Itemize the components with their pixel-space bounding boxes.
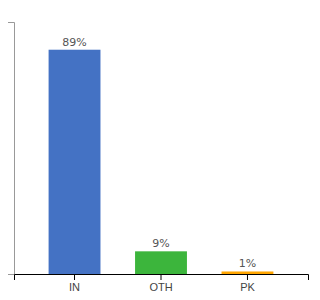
data-label: 89% (62, 36, 86, 49)
data-label: 9% (152, 237, 169, 250)
bar (222, 271, 274, 274)
tick-mark (161, 274, 162, 280)
bar (49, 50, 101, 274)
axis-line (15, 275, 309, 281)
tick-label: IN (69, 281, 80, 293)
tick-mark (74, 274, 75, 280)
bars (49, 50, 274, 274)
axis-line (8, 23, 15, 275)
data-label: 1% (239, 257, 256, 270)
tick-label: OTH (149, 281, 172, 293)
plot: IN OTH PK 89% 9% 1% (8, 23, 309, 293)
chart: IN OTH PK 89% 9% 1% (0, 0, 320, 300)
bar (135, 251, 187, 274)
tick: OTH (149, 274, 172, 293)
y-axis (8, 23, 15, 275)
tick: PK (240, 274, 255, 293)
tick-mark (247, 274, 248, 280)
tick: IN (69, 274, 80, 293)
data-labels: 89% 9% 1% (62, 36, 256, 271)
x-axis: IN OTH PK (15, 274, 309, 293)
tick-label: PK (240, 281, 255, 293)
